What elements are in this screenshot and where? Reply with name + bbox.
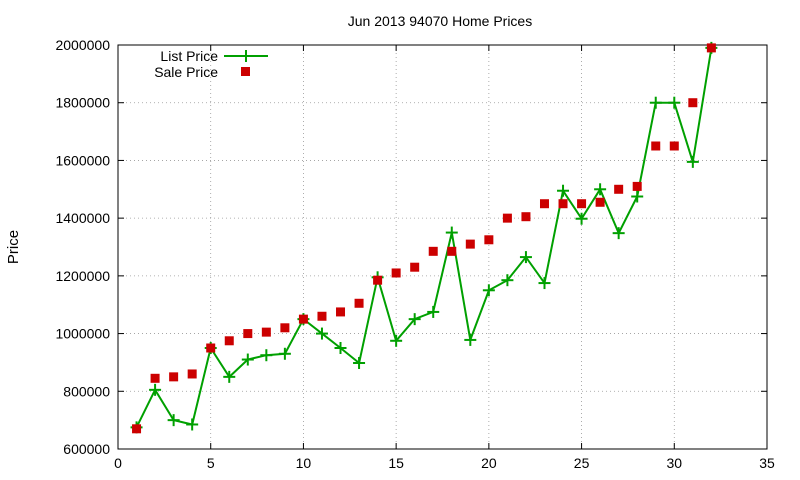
x-tick-label: 25 [574,455,590,471]
axis-ticks [117,44,768,450]
sale-price-point [558,199,568,209]
list-price-point [612,227,625,240]
sale-price-point [150,373,160,383]
list-price-point [519,251,532,264]
x-tick-labels: 0 5 10 15 20 25 30 35 [114,455,775,471]
list-price-point [686,155,699,168]
list-price-point [408,313,421,326]
list-price-point [334,342,347,354]
sale-price-point [373,275,383,285]
y-tick-label: 1200000 [55,268,110,284]
list-price-point [649,96,662,109]
sale-price-point [614,184,624,194]
list-price-point [315,327,328,340]
x-tick-label: 30 [666,455,682,471]
list-price-point [575,212,588,225]
sale-price-point [688,98,698,108]
sale-price-point [447,246,457,256]
list-price-point [149,383,162,396]
sale-price-point [243,329,253,339]
sale-price-point [521,212,531,222]
legend: List Price Sale Price [154,48,268,80]
sale-price-point [539,199,549,209]
sale-price-point [577,199,587,209]
list-price-point [241,353,254,366]
list-price-point [223,370,236,383]
sale-price-point [132,424,142,434]
list-price-point [353,357,366,370]
list-price-point [167,414,180,427]
sale-price-series [132,43,716,434]
list-price-point [501,274,514,287]
grid-lines [118,45,767,449]
y-tick-label: 1800000 [55,95,110,111]
sale-price-point [187,369,197,379]
y-tick-label: 1600000 [55,152,110,168]
sale-price-point [595,197,605,207]
sale-price-point [224,336,234,346]
list-price-series [130,41,718,434]
list-price-point [668,96,681,109]
sale-price-point [354,298,364,308]
sale-price-point [261,327,271,337]
y-axis-label: Price [5,230,22,264]
list-price-point [260,349,273,362]
sale-price-point [651,141,661,151]
sale-price-point [465,239,475,249]
sale-price-point [317,311,327,321]
x-tick-label: 15 [388,455,404,471]
sale-price-point [410,262,420,272]
sale-price-point [298,314,308,324]
list-price-point [186,418,199,431]
legend-sale-price-label: Sale Price [154,64,218,80]
y-tick-label: 2000000 [55,37,110,53]
list-price-point [445,226,458,239]
x-tick-label: 35 [759,455,775,471]
x-tick-label: 10 [296,455,312,471]
list-price-point [538,277,551,290]
sale-price-point [391,268,401,278]
list-price-point [482,284,495,297]
y-tick-label: 600000 [63,441,110,457]
sale-price-point [428,246,438,256]
sale-price-point [502,213,512,223]
sale-price-point [669,141,679,151]
chart-title: Jun 2013 94070 Home Prices [348,13,532,29]
x-tick-label: 5 [207,455,215,471]
plot-frame [117,44,768,450]
x-tick-label: 20 [481,455,497,471]
list-price-point [427,305,440,318]
list-price-line [135,47,713,428]
sale-price-point [206,343,216,353]
list-price-point [278,347,291,360]
list-price-point [464,333,477,346]
y-tick-label: 1000000 [55,326,110,342]
legend-list-price-label: List Price [160,48,218,64]
list-price-point [557,184,570,197]
y-tick-label: 1400000 [55,210,110,226]
sale-price-point [336,307,346,317]
sale-price-point [280,323,290,333]
sale-price-point [169,372,179,382]
sale-price-point [632,181,642,191]
sale-price-point [706,43,716,53]
y-tick-label: 800000 [63,383,110,399]
list-price-point [594,183,607,196]
legend-sale-price-marker [241,67,250,76]
x-tick-label: 0 [114,455,122,471]
list-price-point [390,334,403,347]
sale-price-point [484,235,494,245]
y-tick-labels: 600000 800000 1000000 1200000 1400000 1600000… [55,37,110,457]
list-price-point [631,190,644,203]
